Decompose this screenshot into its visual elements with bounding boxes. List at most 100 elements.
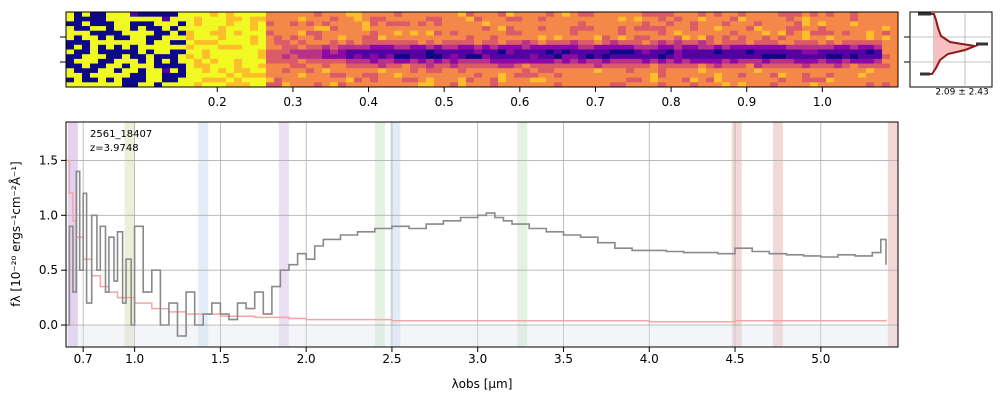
heatmap-cell [626, 21, 635, 27]
heatmap-cell [386, 44, 395, 50]
heatmap-cell [274, 58, 283, 64]
heatmap-cell [882, 21, 891, 27]
heatmap-cell [474, 21, 483, 27]
heatmap-cell [258, 68, 267, 74]
heatmap-cell [114, 12, 123, 18]
heatmap-cell [506, 82, 515, 87]
heatmap-cell [738, 68, 747, 74]
heatmap-cell [522, 44, 531, 50]
heatmap-cell [810, 82, 819, 87]
heatmap-cell [66, 54, 75, 60]
heatmap-cell [610, 30, 619, 36]
heatmap-cell [602, 21, 611, 27]
heatmap-cell [122, 77, 131, 83]
heatmap-cell [834, 63, 843, 69]
heatmap-cell [642, 35, 651, 41]
heatmap-cell [258, 35, 267, 41]
heatmap-cell [546, 40, 555, 46]
heatmap-cell [642, 16, 651, 22]
heatmap-cell [82, 58, 91, 64]
heatmap-cell [426, 16, 435, 22]
heatmap-cell [482, 26, 491, 32]
heatmap-cell [858, 82, 867, 87]
heatmap-cell [498, 21, 507, 27]
heatmap-cell [410, 58, 419, 64]
heatmap-cell [122, 44, 131, 50]
heatmap-cell [874, 72, 883, 79]
heatmap-cell [522, 68, 531, 74]
heatmap-cell [370, 40, 379, 46]
heatmap-cell [410, 12, 419, 18]
heatmap-cell [298, 21, 307, 27]
heatmap-cell [842, 30, 851, 36]
heatmap-cell [338, 26, 347, 32]
heatmap-cell [530, 44, 539, 50]
heatmap-cell [362, 77, 371, 83]
heatmap-cell [394, 21, 403, 27]
heatmap-cell [106, 82, 115, 87]
heatmap-cell [786, 26, 795, 32]
heatmap-cell [114, 63, 123, 69]
heatmap-cell [514, 82, 523, 87]
heatmap-cell [578, 30, 587, 36]
heatmap-cell [770, 35, 779, 41]
heatmap-cell [122, 49, 131, 55]
heatmap-cell [450, 54, 459, 60]
heatmap-cell [554, 68, 563, 74]
heatmap-cell [538, 68, 547, 74]
heatmap-cell [754, 72, 763, 79]
heatmap-cell [122, 40, 131, 46]
heatmap-cell [458, 12, 467, 18]
heatmap-cell [234, 54, 243, 60]
heatmap-cell [162, 44, 171, 50]
heatmap-cell [666, 49, 675, 55]
heatmap-cell [178, 68, 187, 74]
heatmap-cell [522, 35, 531, 41]
heatmap-cell [770, 44, 779, 50]
heatmap-cell [610, 54, 619, 60]
heatmap-cell [786, 16, 795, 22]
heatmap-cell [610, 35, 619, 41]
heatmap-cell [418, 49, 427, 55]
heatmap-cell [850, 54, 859, 60]
profile-annotation: 2.09 ± 2.43 [935, 88, 988, 98]
heatmap-cell [290, 26, 299, 32]
heatmap-cell [322, 68, 331, 74]
heatmap-cell [442, 21, 451, 27]
heatmap-cell [730, 77, 739, 83]
heatmap-cell [242, 49, 251, 55]
heatmap-cell [146, 54, 155, 60]
heatmap-cell [850, 58, 859, 64]
heatmap-cell [162, 68, 171, 74]
heatmap-cell [402, 63, 411, 69]
heatmap-cell [618, 49, 627, 55]
heatmap-cell [482, 58, 491, 64]
heatmap-cell [730, 82, 739, 87]
heatmap-cell [682, 49, 691, 55]
heatmap-cell [354, 44, 363, 50]
heatmap-cell [314, 44, 323, 50]
heatmap-cell [650, 63, 659, 69]
heatmap-cell [770, 21, 779, 27]
heatmap-cell [450, 68, 459, 74]
heatmap-cell [762, 16, 771, 22]
heatmap-cell [602, 54, 611, 60]
heatmap-cell [162, 63, 171, 69]
heatmap-cell [562, 77, 571, 83]
heatmap-cell [746, 16, 755, 22]
heatmap-cell [786, 35, 795, 41]
heatmap-cell [186, 21, 195, 27]
heatmap-cell [634, 82, 643, 87]
heatmap-cell [378, 26, 387, 32]
heatmap-cell [378, 16, 387, 22]
heatmap-cell [426, 77, 435, 83]
heatmap-cell [98, 40, 107, 46]
heatmap-cell [162, 58, 171, 64]
heatmap-cell [402, 16, 411, 22]
heatmap-cell [362, 68, 371, 74]
heatmap-cell [322, 26, 331, 32]
heatmap-cell [546, 44, 555, 50]
heatmap-cell [570, 58, 579, 64]
heatmap-cell [874, 58, 883, 64]
heatmap-cell [802, 77, 811, 83]
